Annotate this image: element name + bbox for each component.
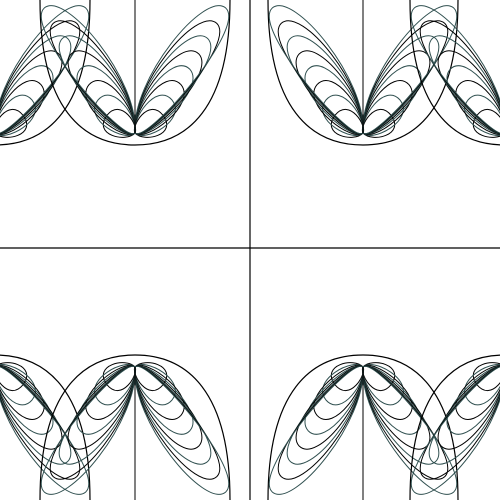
loop-curve	[322, 364, 364, 406]
loop-curve	[94, 364, 136, 406]
envelope-curve	[39, 0, 231, 146]
loop-curve	[41, 366, 136, 495]
loop-curve	[0, 365, 54, 435]
loop-curve	[464, 364, 500, 406]
loop-curve	[419, 20, 500, 134]
loop-curve	[362, 20, 449, 135]
loop-curve	[134, 5, 229, 134]
loop-curve	[0, 94, 36, 136]
loop-curve	[322, 94, 364, 136]
envelope-curve	[0, 0, 91, 146]
loop-curve	[428, 366, 500, 465]
loop-curve	[58, 35, 136, 135]
loop-curve	[269, 366, 364, 495]
top-motif-3	[409, 0, 500, 146]
loop-curve	[49, 20, 136, 135]
loop-curve	[411, 366, 500, 495]
loop-curve	[134, 50, 203, 135]
loop-curve	[58, 365, 136, 465]
loop-curve	[362, 80, 413, 136]
loop-curve	[362, 5, 457, 134]
loop-curve	[0, 365, 45, 420]
loop-curve	[134, 365, 212, 465]
loop-curve	[0, 5, 89, 134]
loop-curve	[437, 50, 500, 135]
loop-curve	[85, 364, 136, 420]
top-motif-1	[39, 0, 231, 146]
loop-curve	[304, 365, 364, 435]
loop-curve	[313, 364, 364, 420]
loop-curve	[362, 364, 404, 406]
loop-curve	[0, 364, 36, 406]
loop-curve	[362, 94, 404, 136]
loop-curve	[0, 65, 54, 135]
loop-curve	[446, 365, 500, 435]
loop-curve	[428, 35, 500, 134]
envelope-curve	[39, 354, 231, 500]
loop-curve	[134, 364, 176, 406]
loop-curve	[41, 5, 136, 134]
loop-curve	[0, 35, 72, 134]
top-motif-0	[0, 0, 91, 146]
loop-curve	[0, 366, 89, 495]
loop-curve	[362, 365, 449, 480]
loop-curve	[134, 364, 185, 420]
loop-curve	[446, 65, 500, 135]
loop-curve	[313, 80, 364, 136]
loop-curve	[362, 365, 440, 465]
bottom-motif-1	[39, 354, 231, 500]
loop-curve	[464, 94, 500, 136]
envelope-curve	[409, 354, 500, 500]
loop-curve	[134, 366, 229, 495]
loop-curve	[67, 365, 136, 450]
loop-curve	[0, 366, 81, 480]
loop-curve	[362, 364, 413, 420]
loop-curve	[0, 80, 45, 135]
bottom-motif-2	[267, 354, 459, 500]
envelope-curve	[0, 354, 91, 500]
envelope-curve	[409, 0, 500, 146]
loop-curve	[295, 365, 364, 450]
loop-curve	[269, 5, 364, 134]
loop-curve	[0, 365, 63, 450]
top-motif-2	[267, 0, 459, 146]
loop-curve	[437, 365, 500, 450]
loop-curve	[277, 20, 364, 135]
loop-curve	[277, 365, 364, 480]
loop-curve	[362, 366, 457, 495]
loop-curve	[295, 50, 364, 135]
loop-curve	[286, 365, 364, 465]
loop-curve	[94, 94, 136, 136]
bottom-motif-0	[0, 354, 91, 500]
loop-curve	[76, 65, 136, 135]
loop-curve	[134, 94, 176, 136]
loop-curve	[76, 365, 136, 435]
loop-curve	[419, 366, 500, 480]
loop-curve	[134, 365, 203, 450]
loop-curve	[0, 20, 81, 134]
loop-curve	[304, 65, 364, 135]
loop-curve	[134, 365, 194, 435]
loop-curve	[0, 50, 63, 135]
loop-curve	[85, 80, 136, 136]
loop-curve	[134, 20, 221, 135]
loop-curve	[286, 35, 364, 135]
loop-curve	[411, 5, 500, 134]
bottom-motif-3	[409, 354, 500, 500]
loop-curve	[49, 365, 136, 480]
loop-curve	[362, 35, 440, 135]
loop-curve	[134, 365, 221, 480]
loop-curve	[134, 35, 212, 135]
loop-curve	[0, 366, 72, 465]
loop-curve	[67, 50, 136, 135]
loop-curve	[134, 80, 185, 136]
loop-curve	[134, 65, 194, 135]
